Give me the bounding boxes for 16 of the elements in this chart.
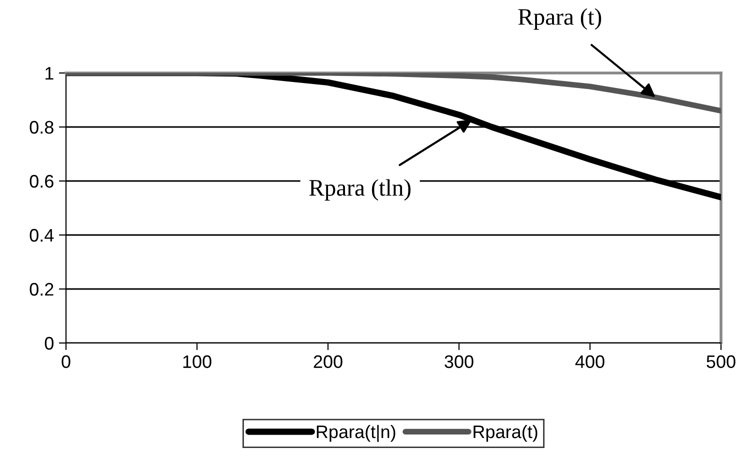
x-tick-label: 0 <box>62 355 70 368</box>
annotation: Rpara (t) <box>518 8 602 30</box>
y-tick-label: 0 <box>44 336 54 350</box>
x-tick-label: 400 <box>575 355 604 368</box>
x-tick-label: 300 <box>444 355 474 368</box>
y-tick-label: 0.2 <box>30 282 54 296</box>
x-tick-label: 100 <box>183 355 212 368</box>
y-tick-label: 1 <box>46 67 54 80</box>
y-tick-label: 0.8 <box>30 120 54 134</box>
legend-label: Rpara(t|n) <box>316 424 396 442</box>
x-tick-label: 500 <box>706 355 736 368</box>
y-tick-label: 0.6 <box>30 174 54 188</box>
legend-label: Rpara(t) <box>474 424 538 442</box>
annotation: Rpara (tln) <box>309 179 411 201</box>
y-tick-label: 0.4 <box>30 228 54 242</box>
x-tick-label: 200 <box>314 355 342 368</box>
